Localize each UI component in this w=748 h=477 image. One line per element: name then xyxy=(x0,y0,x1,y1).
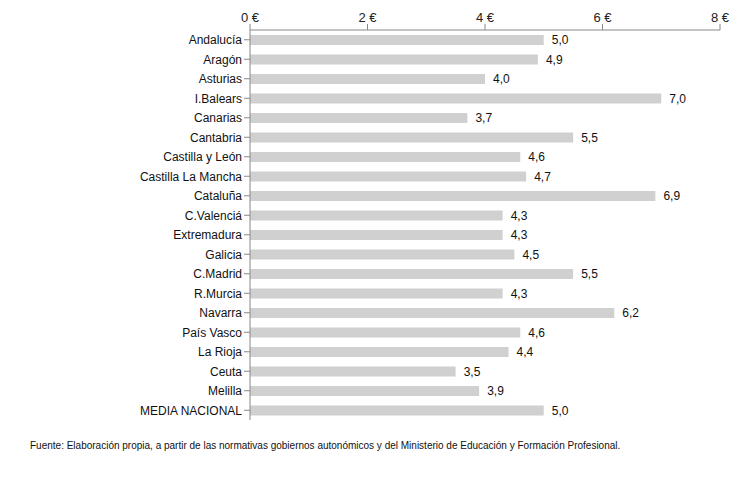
svg-text:4,6: 4,6 xyxy=(528,150,545,164)
svg-text:5,0: 5,0 xyxy=(552,33,569,47)
svg-text:Asturias: Asturias xyxy=(199,72,242,86)
svg-text:0 €: 0 € xyxy=(241,10,260,25)
svg-text:C.Madrid: C.Madrid xyxy=(193,267,242,281)
svg-text:3,5: 3,5 xyxy=(464,365,481,379)
svg-text:4,0: 4,0 xyxy=(493,72,510,86)
svg-text:4,6: 4,6 xyxy=(528,326,545,340)
svg-text:4,5: 4,5 xyxy=(522,248,539,262)
svg-text:5,0: 5,0 xyxy=(552,404,569,418)
svg-text:8 €: 8 € xyxy=(711,10,730,25)
svg-text:Melilla: Melilla xyxy=(208,384,242,398)
svg-text:4,7: 4,7 xyxy=(534,170,551,184)
svg-text:Canarias: Canarias xyxy=(194,111,242,125)
svg-text:5,5: 5,5 xyxy=(581,267,598,281)
svg-text:3,9: 3,9 xyxy=(487,384,504,398)
svg-text:4,3: 4,3 xyxy=(511,209,528,223)
svg-text:6,9: 6,9 xyxy=(663,189,680,203)
svg-text:Cantabria: Cantabria xyxy=(190,131,242,145)
svg-text:7,0: 7,0 xyxy=(669,92,686,106)
svg-text:4,3: 4,3 xyxy=(511,287,528,301)
svg-text:MEDIA NACIONAL: MEDIA NACIONAL xyxy=(140,404,242,418)
svg-text:País Vasco: País Vasco xyxy=(182,326,242,340)
svg-text:4,4: 4,4 xyxy=(517,345,534,359)
svg-text:La Rioja: La Rioja xyxy=(198,345,242,359)
svg-text:4,9: 4,9 xyxy=(546,53,563,67)
svg-text:C.Valenciá: C.Valenciá xyxy=(185,209,242,223)
svg-text:2 €: 2 € xyxy=(358,10,377,25)
svg-text:Ceuta: Ceuta xyxy=(210,365,242,379)
svg-text:Aragón: Aragón xyxy=(203,53,242,67)
svg-text:Navarra: Navarra xyxy=(199,306,242,320)
svg-text:Extremadura: Extremadura xyxy=(173,228,242,242)
html-text:Fuente: Elaboración propia, a: Fuente: Elaboración propia, a partir de … xyxy=(30,440,621,451)
svg-text:Galicia: Galicia xyxy=(205,248,242,262)
svg-text:Castilla La Mancha: Castilla La Mancha xyxy=(140,170,242,184)
svg-text:4 €: 4 € xyxy=(476,10,495,25)
svg-text:I.Balears: I.Balears xyxy=(195,92,242,106)
svg-text:4,3: 4,3 xyxy=(511,228,528,242)
svg-text:Castilla y León: Castilla y León xyxy=(163,150,242,164)
svg-text:Cataluña: Cataluña xyxy=(194,189,242,203)
svg-text:R.Murcia: R.Murcia xyxy=(194,287,242,301)
svg-text:6,2: 6,2 xyxy=(622,306,639,320)
svg-text:Andalucía: Andalucía xyxy=(189,33,243,47)
svg-text:3,7: 3,7 xyxy=(475,111,492,125)
svg-text:6 €: 6 € xyxy=(593,10,612,25)
svg-text:5,5: 5,5 xyxy=(581,131,598,145)
